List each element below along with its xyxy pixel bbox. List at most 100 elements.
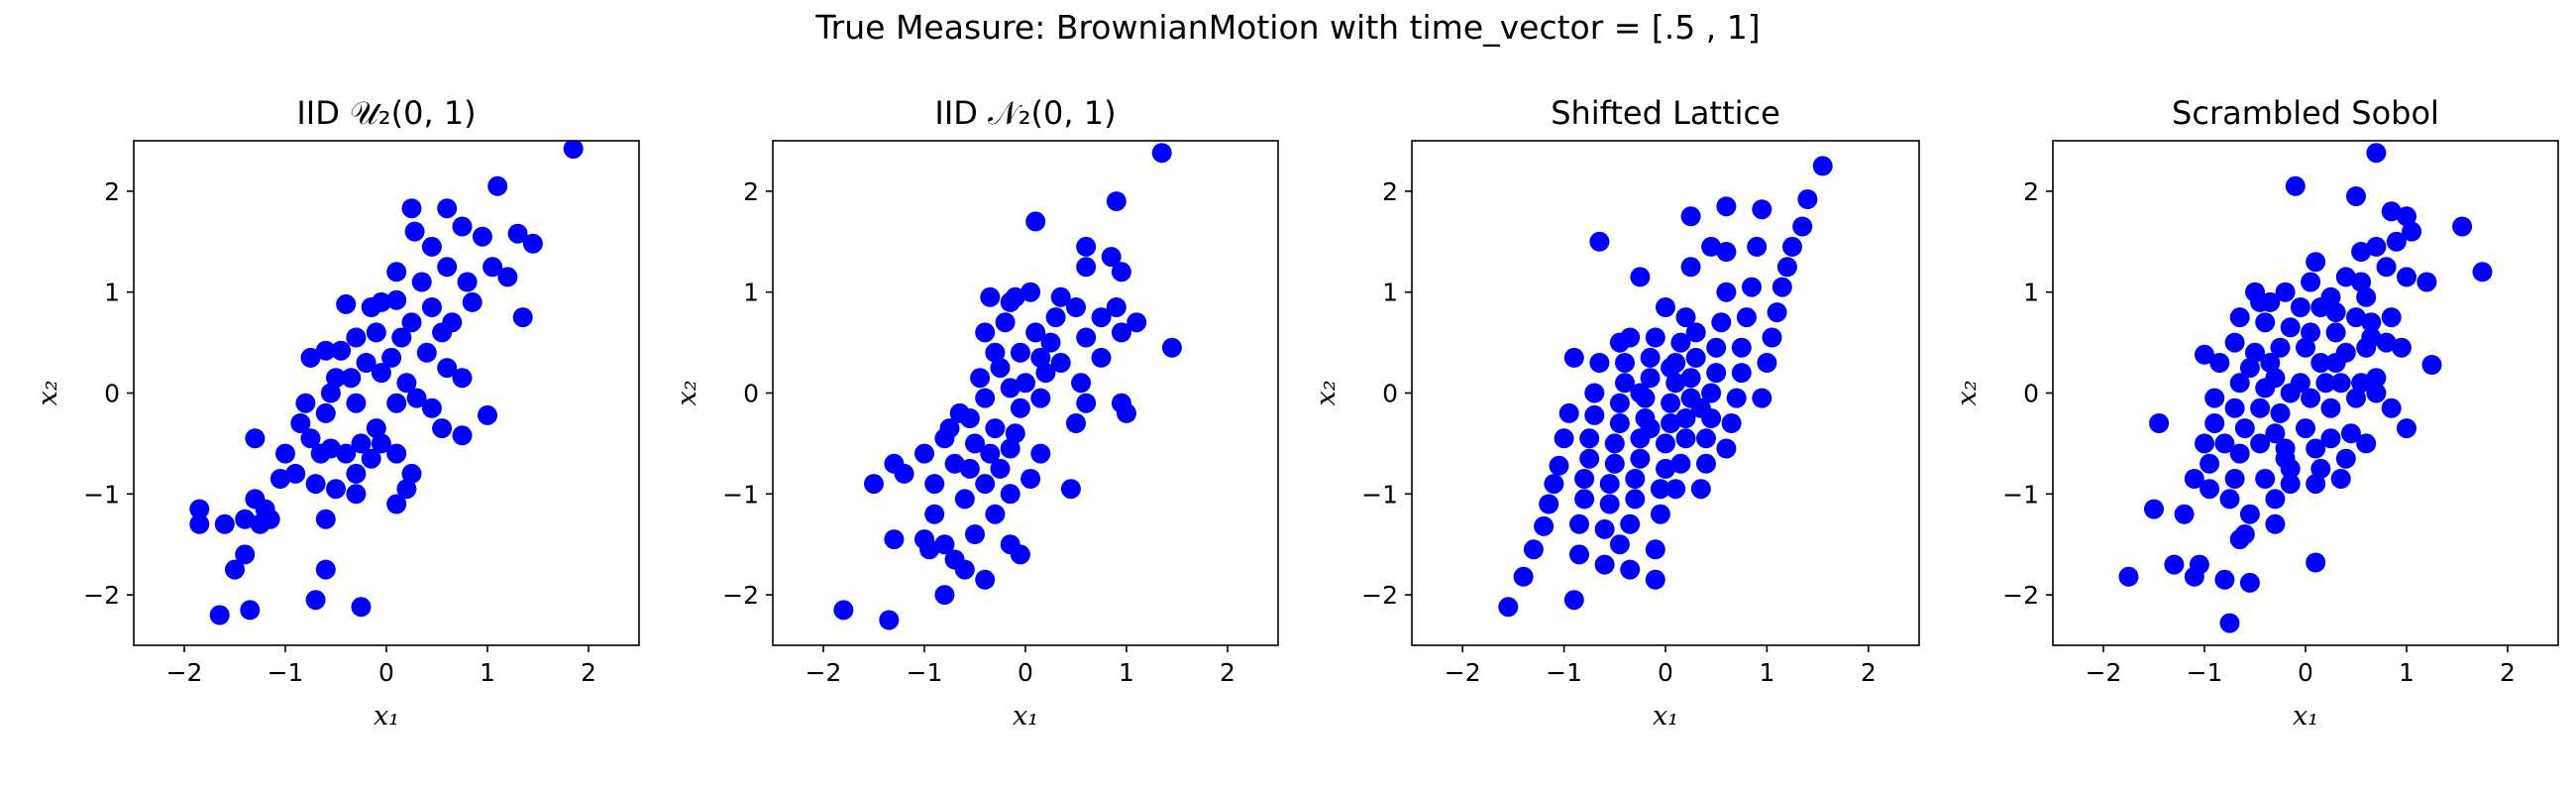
- scatter-point: [1625, 489, 1646, 510]
- scatter-point: [1544, 474, 1564, 495]
- scatter-point: [331, 340, 352, 361]
- scatter-point: [401, 198, 422, 219]
- scatter-point: [980, 443, 1001, 464]
- scatter-point: [1106, 297, 1127, 317]
- scatter-point: [563, 141, 584, 160]
- scatter-point: [2452, 216, 2473, 237]
- scatter-point: [1569, 513, 1589, 534]
- scatter-point: [879, 610, 900, 630]
- scatter-point: [975, 569, 996, 590]
- scatter-point: [1762, 327, 1782, 348]
- scatter-point: [1035, 363, 1056, 384]
- scatter-point: [1609, 393, 1630, 413]
- scatter-point: [371, 433, 391, 454]
- scatter-point: [2270, 337, 2291, 358]
- x-tick-label: −2: [166, 658, 203, 687]
- scatter-point: [2260, 353, 2281, 373]
- scatter-point: [442, 312, 463, 333]
- x-tick-label: 2: [2500, 658, 2516, 687]
- scatter-point: [1752, 199, 1772, 220]
- y-axis-label: x₂: [1311, 380, 1342, 405]
- scatter-point: [2255, 469, 2276, 489]
- scatter-point: [944, 453, 965, 474]
- x-tick-label: −1: [907, 658, 943, 687]
- scatter-point: [2361, 312, 2382, 333]
- scatter-point: [255, 499, 275, 519]
- scatter-point: [1563, 347, 1584, 368]
- scatter-point: [391, 327, 412, 348]
- scatter-point: [1742, 277, 1762, 297]
- scatter-point: [1599, 474, 1620, 495]
- scatter-point: [1000, 438, 1020, 459]
- scatter-point: [894, 463, 914, 484]
- scatter-point: [2195, 344, 2214, 365]
- scatter-point: [2270, 402, 2291, 423]
- scatter-point: [2239, 504, 2260, 524]
- scatter-point: [1640, 347, 1661, 368]
- scatter-point: [2366, 236, 2387, 257]
- x-axis-label: x₁: [374, 701, 399, 732]
- scatter-point: [970, 368, 991, 389]
- scatter-point: [214, 513, 235, 534]
- scatter-point: [2335, 267, 2356, 287]
- scatter-point: [934, 428, 955, 449]
- axes-frame: [772, 140, 1279, 646]
- scatter-point: [1076, 327, 1097, 348]
- scatter-point: [235, 544, 256, 565]
- scatter-point: [2209, 353, 2230, 373]
- scatter-point: [275, 443, 295, 464]
- scatter-point: [2255, 312, 2276, 333]
- scatter-point: [1030, 443, 1051, 464]
- scatter-point: [2366, 368, 2387, 389]
- scatter-point: [300, 347, 321, 368]
- scatter-point: [2296, 337, 2315, 358]
- scatter-point: [2397, 267, 2416, 287]
- scatter-point: [1690, 479, 1711, 500]
- scatter-point: [1812, 156, 1833, 176]
- scatter-point: [1071, 373, 1092, 394]
- scatter-point: [919, 539, 940, 560]
- scatter-point: [2356, 433, 2377, 454]
- scatter-point: [305, 590, 326, 611]
- scatter-point: [1690, 397, 1711, 418]
- y-tick-label: −2: [2002, 581, 2039, 610]
- scatter-point: [1498, 597, 1519, 618]
- scatter-point: [250, 513, 270, 534]
- scatter-point: [290, 413, 311, 433]
- scatter-point: [2301, 388, 2321, 408]
- x-tick-label: −2: [2086, 658, 2122, 687]
- scatter-point: [209, 605, 230, 625]
- scatter-point: [225, 559, 245, 580]
- scatter-point: [2224, 332, 2245, 353]
- scatter-point: [2229, 443, 2250, 464]
- y-tick-label: −2: [1361, 581, 1398, 610]
- scatter-point: [305, 474, 326, 495]
- scatter-point: [1656, 433, 1675, 454]
- scatter-point: [924, 504, 945, 524]
- scatter-point: [1782, 236, 1802, 257]
- scatter-point: [2239, 572, 2260, 593]
- subplot-3: −2 −1 0 1 2 −2 −1 0 1 2 Shifted Lattice x₁ x₂: [1311, 94, 1920, 732]
- scatter-point: [1620, 513, 1641, 534]
- scatter-point: [2280, 317, 2301, 338]
- scatter-point: [954, 489, 975, 510]
- scatter-point: [2330, 469, 2351, 489]
- y-tick-label: −2: [83, 581, 120, 610]
- scatter-point: [1630, 267, 1651, 287]
- scatter-point: [1117, 402, 1136, 423]
- scatter-point: [2346, 307, 2366, 328]
- figure-suptitle: True Measure: BrownianMotion with time_v…: [815, 8, 1761, 47]
- x-tick-label: 1: [1759, 658, 1774, 687]
- scatter-point: [2301, 322, 2321, 343]
- scatter-point: [457, 272, 478, 292]
- scatter-point: [1792, 216, 1813, 237]
- scatter-point: [416, 342, 437, 363]
- scatter-point: [285, 463, 306, 484]
- scatter-point: [1020, 282, 1041, 302]
- scatter-point: [1050, 353, 1071, 373]
- scatter-point: [2381, 307, 2402, 328]
- x-tick-label: 1: [2399, 658, 2415, 687]
- y-tick-label: 1: [2023, 279, 2039, 307]
- scatter-point: [1604, 453, 1625, 474]
- y-tick-label: −1: [722, 480, 759, 509]
